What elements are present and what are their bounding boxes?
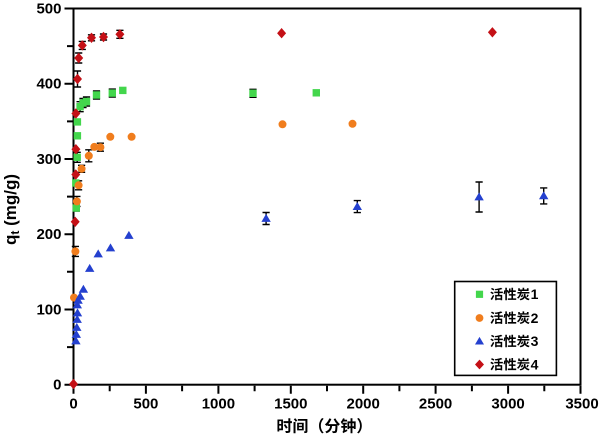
svg-text:3500: 3500 xyxy=(565,396,598,413)
svg-text:1000: 1000 xyxy=(202,396,235,413)
svg-text:qt (mg/g): qt (mg/g) xyxy=(1,174,22,245)
svg-text:4: 4 xyxy=(531,356,539,372)
svg-text:200: 200 xyxy=(36,226,61,243)
svg-text:2: 2 xyxy=(531,310,539,326)
svg-text:100: 100 xyxy=(36,301,61,318)
svg-text:2500: 2500 xyxy=(419,396,452,413)
svg-text:3: 3 xyxy=(531,333,539,349)
svg-text:2000: 2000 xyxy=(347,396,380,413)
svg-text:500: 500 xyxy=(133,396,158,413)
svg-text:400: 400 xyxy=(36,76,61,93)
svg-text:300: 300 xyxy=(36,151,61,168)
svg-text:0: 0 xyxy=(53,377,61,394)
svg-text:500: 500 xyxy=(36,0,61,17)
svg-text:1: 1 xyxy=(531,286,539,302)
svg-text:3000: 3000 xyxy=(491,396,524,413)
svg-text:1500: 1500 xyxy=(274,396,307,413)
svg-text:0: 0 xyxy=(69,396,77,413)
